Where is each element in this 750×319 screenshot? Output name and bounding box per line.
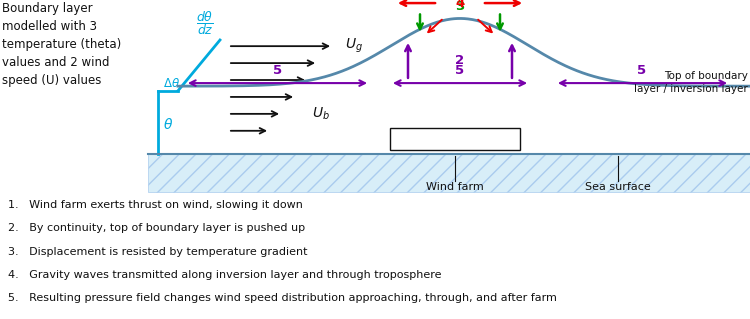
Bar (390, 129, 520, 150)
Text: 1: 1 (451, 133, 460, 146)
Text: Wind farm: Wind farm (426, 182, 484, 192)
Text: Boundary layer
modelled with 3
temperature (theta)
values and 2 wind
speed (U) v: Boundary layer modelled with 3 temperatu… (2, 2, 122, 86)
Text: 2: 2 (455, 54, 464, 66)
Text: Top of boundary
layer / inversion layer: Top of boundary layer / inversion layer (634, 71, 748, 94)
Text: $\theta$: $\theta$ (163, 117, 173, 132)
Text: Sea surface: Sea surface (585, 182, 651, 192)
Text: 4: 4 (455, 0, 464, 10)
Text: 3.   Displacement is resisted by temperature gradient: 3. Displacement is resisted by temperatu… (8, 247, 308, 256)
Text: 5: 5 (638, 64, 646, 77)
Text: $U_b$: $U_b$ (312, 106, 330, 122)
Text: 5: 5 (274, 64, 283, 77)
Text: 5.   Resulting pressure field changes wind speed distribution approaching, throu: 5. Resulting pressure field changes wind… (8, 293, 556, 303)
Bar (148, 154, 750, 192)
Text: 5: 5 (455, 64, 464, 77)
Text: $\Delta\theta$: $\Delta\theta$ (163, 77, 180, 90)
Text: 3: 3 (455, 0, 464, 13)
Text: 4.   Gravity waves transmitted along inversion layer and through troposphere: 4. Gravity waves transmitted along inver… (8, 270, 442, 280)
Text: $U_g$: $U_g$ (345, 37, 363, 55)
Text: 1.   Wind farm exerts thrust on wind, slowing it down: 1. Wind farm exerts thrust on wind, slow… (8, 200, 303, 210)
Text: 2.   By continuity, top of boundary layer is pushed up: 2. By continuity, top of boundary layer … (8, 223, 305, 234)
Text: $\dfrac{d\theta}{dz}$: $\dfrac{d\theta}{dz}$ (196, 9, 214, 37)
